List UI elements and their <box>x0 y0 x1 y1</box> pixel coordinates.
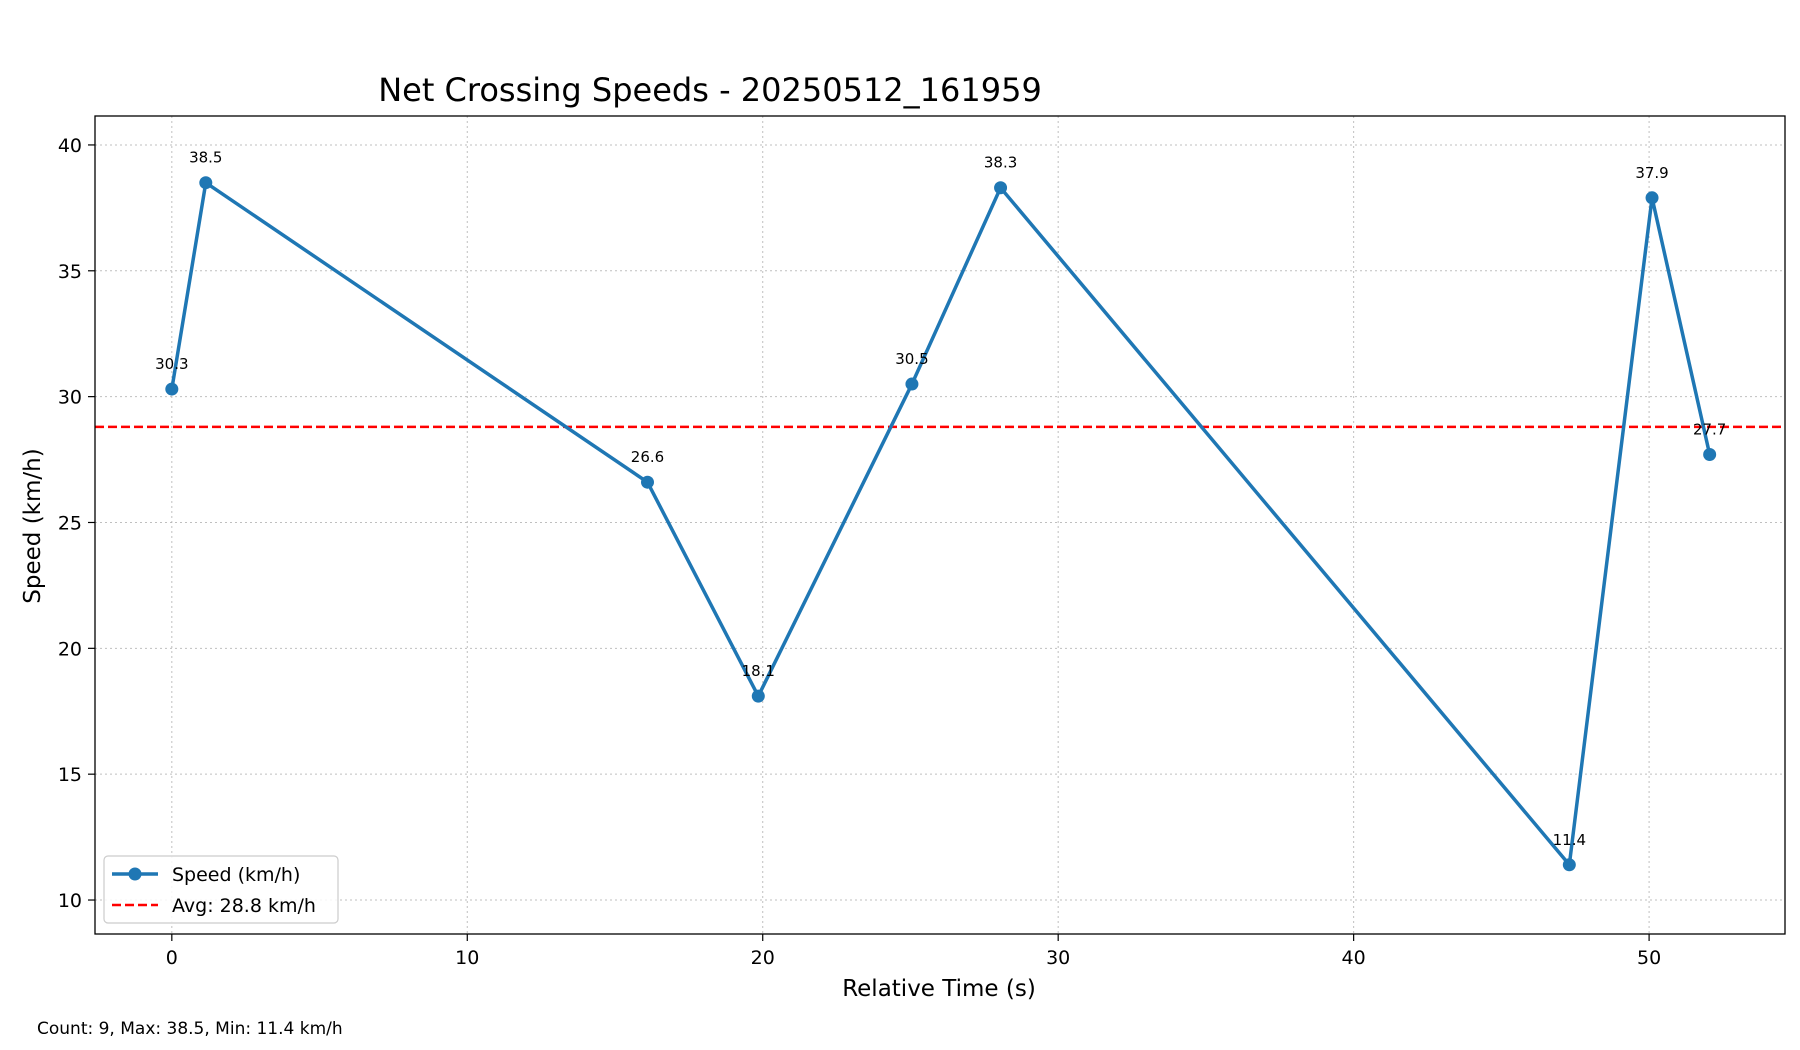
plot-area-frame <box>94 115 1786 935</box>
y-tick-label: 30 <box>58 387 82 409</box>
x-tick-label: 40 <box>1342 947 1366 969</box>
speed-data-point <box>1562 858 1576 872</box>
data-point-label: 30.3 <box>155 355 188 373</box>
chart-title: Net Crossing Speeds - 20250512_161959 <box>378 71 1042 109</box>
legend: Speed (km/h) Avg: 28.8 km/h <box>103 855 339 924</box>
x-tick-label: 0 <box>166 947 178 969</box>
speed-data-point <box>165 382 179 396</box>
y-axis-ticks: 10 15 20 25 30 35 40 <box>58 135 95 912</box>
legend-speed-label: Speed (km/h) <box>172 864 300 886</box>
speed-data-point <box>1645 191 1659 205</box>
y-tick-label: 10 <box>58 890 82 912</box>
x-axis-ticks: 0 10 20 30 40 50 <box>166 934 1661 969</box>
legend-avg-label: Avg: 28.8 km/h <box>172 895 316 917</box>
grid-lines <box>95 116 1785 934</box>
legend-speed-marker-icon <box>128 867 142 881</box>
legend-box <box>103 855 339 924</box>
data-labels: 30.3 38.5 26.6 18.1 30.5 38.3 11.4 37.9 27.7 <box>155 149 1726 849</box>
data-point-label: 26.6 <box>631 448 664 466</box>
x-tick-label: 30 <box>1046 947 1070 969</box>
y-tick-label: 40 <box>58 135 82 157</box>
x-tick-label: 20 <box>751 947 775 969</box>
y-tick-label: 25 <box>58 512 82 534</box>
speed-data-point <box>994 181 1008 195</box>
speed-data-point <box>199 176 213 190</box>
x-tick-label: 50 <box>1637 947 1661 969</box>
speed-series-line <box>170 180 1712 867</box>
data-point-label: 18.1 <box>742 662 775 680</box>
speed-data-point <box>641 475 654 489</box>
summary-footer: Count: 9, Max: 38.5, Min: 11.4 km/h <box>37 1019 343 1039</box>
y-tick-label: 15 <box>58 764 82 786</box>
x-tick-label: 10 <box>455 947 479 969</box>
data-point-label: 37.9 <box>1635 164 1668 182</box>
data-point-label: 27.7 <box>1693 421 1726 439</box>
y-tick-label: 35 <box>58 261 82 283</box>
y-axis-label: Speed (km/h) <box>20 448 46 603</box>
speed-data-point <box>1703 448 1717 462</box>
speed-data-point <box>905 377 919 391</box>
x-axis-label: Relative Time (s) <box>842 976 1036 1002</box>
speed-data-point <box>751 689 765 703</box>
series-layer <box>165 176 1717 872</box>
data-point-label: 11.4 <box>1553 831 1586 849</box>
y-tick-label: 20 <box>58 638 82 660</box>
data-point-label: 38.5 <box>189 149 222 167</box>
data-point-label: 38.3 <box>984 154 1017 172</box>
data-point-label: 30.5 <box>895 350 928 368</box>
